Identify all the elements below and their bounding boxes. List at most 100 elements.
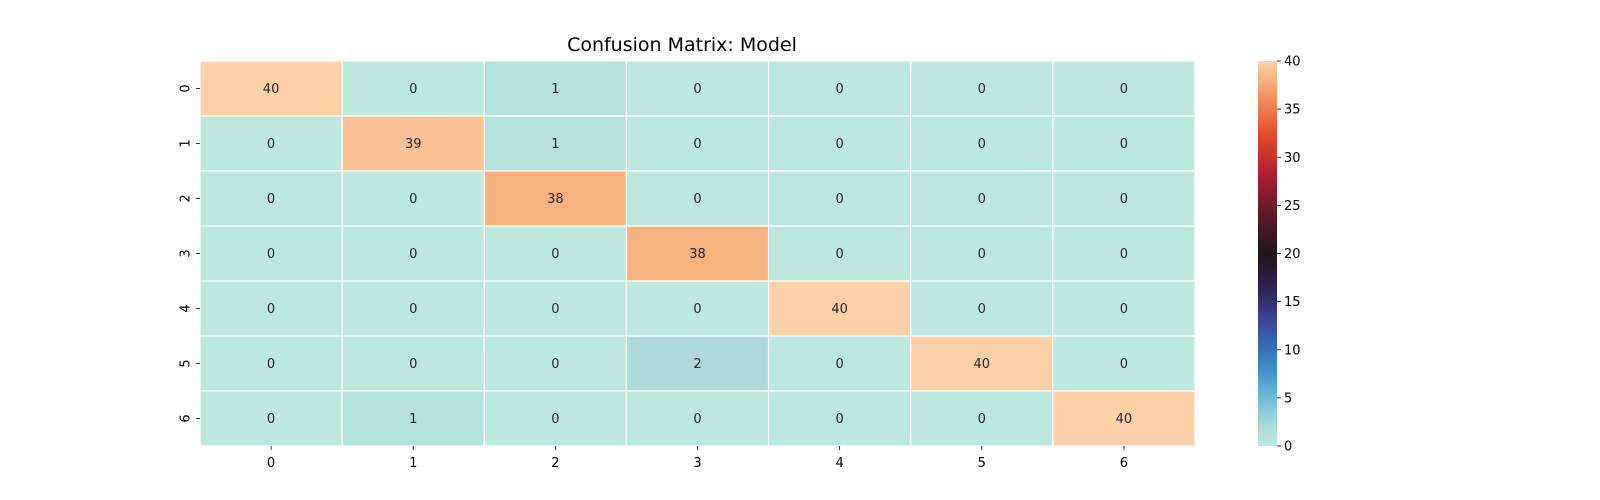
colorbar-tick-label-3: 15 — [1284, 295, 1301, 310]
y-axis: 0 1 2 3 4 5 6 — [179, 84, 200, 423]
cell-value-label-r4-c6: 0 — [1120, 302, 1128, 317]
heatmap-cell-r2-c6 — [1052, 170, 1196, 227]
y-tick-label-2: 2 — [179, 194, 194, 202]
colorbar-tick-label-0: 0 — [1284, 440, 1292, 455]
x-tick-label-5: 5 — [978, 456, 986, 471]
cell-value-label-r4-c5: 0 — [978, 302, 986, 317]
cell-value-label-r4-c3: 0 — [693, 302, 701, 317]
heatmap-cell-r3-c6 — [1052, 225, 1196, 282]
chart-title: Confusion Matrix: Model — [567, 34, 797, 56]
cell-value-label-r5-c3: 2 — [693, 357, 701, 372]
x-tick-label-4: 4 — [836, 456, 844, 471]
heatmap-cell-r6-c0 — [199, 390, 343, 447]
cell-value-label-r6-c3: 0 — [693, 412, 701, 427]
y-tick-label-1: 1 — [179, 139, 194, 147]
heatmap-cell-r4-c2 — [483, 280, 628, 337]
cell-value-label-r5-c4: 0 — [836, 357, 844, 372]
cell-value-label-r4-c0: 0 — [267, 302, 275, 317]
cell-value-label-r4-c1: 0 — [409, 302, 417, 317]
colorbar-tick-label-7: 35 — [1284, 103, 1301, 118]
cell-value-label-r4-c2: 0 — [551, 302, 559, 317]
cell-value-label-r0-c5: 0 — [978, 82, 986, 97]
heatmap-cell-r3-c0 — [199, 225, 343, 282]
cell-value-label-r6-c0: 0 — [267, 412, 275, 427]
x-tick-label-3: 3 — [693, 456, 701, 471]
heatmap-cell-r1-c4 — [767, 115, 912, 172]
heatmap-cell-r6-c5 — [910, 390, 1054, 447]
y-tick-label-4: 4 — [179, 304, 194, 312]
colorbar: 0 5 10 15 20 25 30 35 40 — [1258, 55, 1301, 455]
cell-value-label-r3-c1: 0 — [409, 247, 417, 262]
heatmap-cell-r0-c0 — [199, 60, 343, 117]
cell-value-label-r3-c0: 0 — [267, 247, 275, 262]
cell-value-label-r6-c1: 1 — [409, 412, 417, 427]
cell-value-label-r0-c4: 0 — [836, 82, 844, 97]
colorbar-tick-label-8: 40 — [1284, 55, 1301, 70]
cell-value-label-r1-c2: 1 — [551, 137, 559, 152]
heatmap-cell-r0-c5 — [910, 60, 1054, 117]
heatmap-cell-r3-c3 — [625, 225, 770, 282]
heatmap-cell-r4-c0 — [199, 280, 343, 337]
heatmap-cell-r3-c5 — [910, 225, 1054, 282]
cell-value-label-r2-c4: 0 — [836, 192, 844, 207]
cell-value-label-r6-c5: 0 — [978, 412, 986, 427]
cell-value-label-r5-c5: 40 — [974, 357, 991, 372]
heatmap-cell-r6-c3 — [625, 390, 770, 447]
y-tick-label-5: 5 — [179, 359, 194, 367]
heatmap-cell-r2-c2 — [483, 170, 628, 227]
heatmap-cell-r5-c4 — [767, 335, 912, 392]
cell-value-label-r2-c2: 38 — [547, 192, 564, 207]
x-tick-label-6: 6 — [1120, 456, 1128, 471]
cell-value-label-r6-c2: 0 — [551, 412, 559, 427]
y-tick-label-6: 6 — [179, 414, 194, 422]
heatmap-cells: 40 0 1 0 0 0 0 0 39 1 0 0 0 0 0 0 38 0 0 0 0 0 0 0 38 0 0 0 0 0 0 0 40 0 0… — [199, 60, 1196, 447]
cell-value-label-r3-c6: 0 — [1120, 247, 1128, 262]
heatmap-cell-r1-c2 — [483, 115, 628, 172]
y-tick-label-3: 3 — [179, 249, 194, 257]
cell-value-label-r3-c4: 0 — [836, 247, 844, 262]
cell-value-label-r5-c0: 0 — [267, 357, 275, 372]
heatmap-cell-r5-c3 — [625, 335, 770, 392]
heatmap-cell-r1-c6 — [1052, 115, 1196, 172]
cell-value-label-r3-c3: 38 — [689, 247, 706, 262]
cell-value-label-r1-c6: 0 — [1120, 137, 1128, 152]
heatmap-cell-r2-c1 — [341, 170, 485, 227]
heatmap-cell-r3-c1 — [341, 225, 485, 282]
cell-value-label-r2-c3: 0 — [693, 192, 701, 207]
cell-value-label-r3-c2: 0 — [551, 247, 559, 262]
cell-value-label-r1-c3: 0 — [693, 137, 701, 152]
x-tick-label-0: 0 — [267, 456, 275, 471]
cell-value-label-r1-c1: 39 — [405, 137, 422, 152]
x-axis: 0 1 2 3 4 5 6 — [267, 446, 1128, 471]
cell-value-label-r4-c4: 40 — [831, 302, 848, 317]
cell-value-label-r2-c5: 0 — [978, 192, 986, 207]
colorbar-gradient — [1258, 61, 1277, 446]
heatmap-cell-r5-c6 — [1052, 335, 1196, 392]
cell-value-label-r1-c4: 0 — [836, 137, 844, 152]
heatmap-cell-r6-c4 — [767, 390, 912, 447]
cell-value-label-r5-c1: 0 — [409, 357, 417, 372]
cell-value-label-r2-c1: 0 — [409, 192, 417, 207]
cell-value-label-r6-c6: 40 — [1116, 412, 1133, 427]
heatmap-cell-r5-c2 — [483, 335, 628, 392]
cell-value-label-r0-c1: 0 — [409, 82, 417, 97]
heatmap-cell-r2-c5 — [910, 170, 1054, 227]
cell-value-label-r6-c4: 0 — [836, 412, 844, 427]
heatmap-cell-r6-c2 — [483, 390, 628, 447]
cell-value-label-r5-c6: 0 — [1120, 357, 1128, 372]
colorbar-tick-label-4: 20 — [1284, 247, 1301, 262]
heatmap-cell-r2-c3 — [625, 170, 770, 227]
cell-value-label-r0-c2: 1 — [551, 82, 559, 97]
heatmap-cell-r5-c0 — [199, 335, 343, 392]
x-tick-label-1: 1 — [409, 456, 417, 471]
x-tick-label-2: 2 — [551, 456, 559, 471]
cell-value-label-r3-c5: 0 — [978, 247, 986, 262]
cell-value-label-r5-c2: 0 — [551, 357, 559, 372]
cell-value-label-r2-c0: 0 — [267, 192, 275, 207]
cell-value-label-r2-c6: 0 — [1120, 192, 1128, 207]
colorbar-tick-label-1: 5 — [1284, 391, 1292, 406]
colorbar-tick-label-5: 25 — [1284, 199, 1301, 214]
heatmap-cell-r0-c3 — [625, 60, 770, 117]
cell-value-label-r1-c0: 0 — [267, 137, 275, 152]
